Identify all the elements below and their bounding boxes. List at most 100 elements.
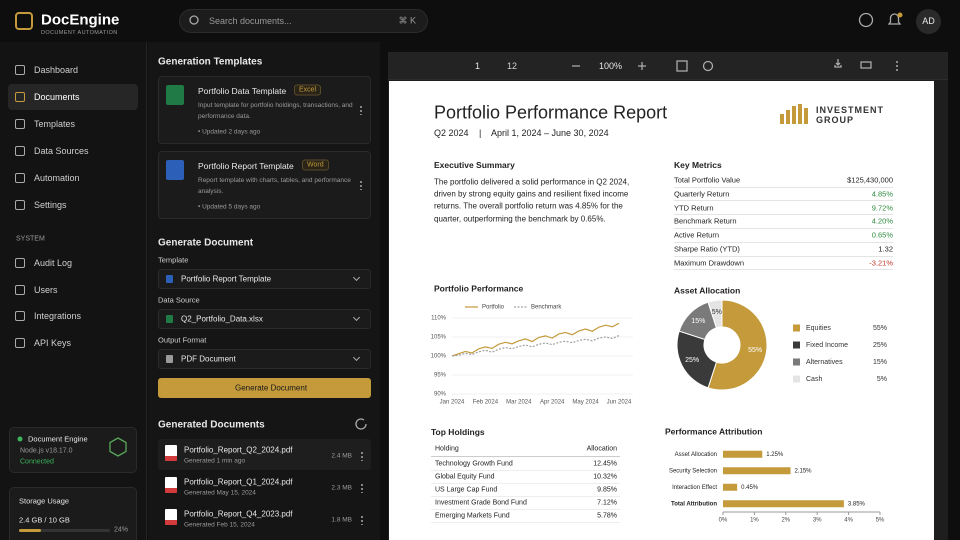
metric-label: Quarterly Return (674, 189, 730, 199)
metric-value: 4.20% (871, 216, 893, 226)
nav-item[interactable]: Data Sources (34, 146, 89, 156)
report-title: Portfolio Performance Report (434, 102, 668, 123)
divider (674, 255, 893, 257)
slice-label: 25% (685, 357, 699, 364)
holding-name: US Large Cap Fund (435, 486, 498, 494)
report-logo-mark (780, 104, 808, 124)
nav-item[interactable]: Users (34, 284, 58, 295)
divider (431, 482, 620, 484)
nav-item[interactable]: Audit Log (34, 258, 73, 268)
select[interactable] (158, 349, 371, 369)
help-icon[interactable] (858, 12, 874, 28)
pie-slice (676, 330, 718, 389)
print-icon[interactable] (860, 61, 872, 69)
pdf-icon[interactable] (165, 445, 177, 461)
field-label: Template (158, 255, 189, 265)
nav-icon (15, 119, 25, 129)
x-tick-label: 1% (750, 518, 759, 524)
template-card[interactable] (158, 151, 371, 219)
status-dot (17, 436, 23, 442)
metric-label: Maximum Drawdown (674, 258, 745, 268)
x-tick-label: 5% (876, 518, 885, 524)
more-icons[interactable] (896, 61, 898, 71)
app-logo (15, 12, 33, 30)
doc-name[interactable]: Portfolio_Report_Q4_2023.pdf (184, 509, 293, 519)
nav-item[interactable]: Documents (34, 92, 80, 102)
metric-value: 0.65% (871, 230, 893, 240)
nav-icon (15, 200, 25, 210)
nav-item[interactable]: Dashboard (34, 65, 79, 75)
legend-swatch (793, 341, 800, 349)
legend-value: 25% (873, 342, 887, 349)
pdf-icon[interactable] (165, 509, 177, 525)
generate-button[interactable] (158, 378, 371, 398)
doc-name[interactable]: Portfolio_Report_Q1_2024.pdf (184, 477, 293, 487)
rotate-icon[interactable] (702, 60, 714, 72)
holding-value: 9.85% (597, 486, 617, 494)
brand-subtitle: DOCUMENT AUTOMATION (41, 30, 118, 36)
holding-name: Global Equity Fund (435, 473, 495, 481)
metric-value: 4.85% (871, 189, 893, 199)
nav-item[interactable]: API Keys (34, 338, 72, 349)
pie-slice (707, 299, 723, 329)
legend-swatch (793, 324, 800, 332)
bar (723, 500, 844, 508)
file-icon (166, 160, 184, 180)
nav-icon (15, 65, 25, 75)
select[interactable] (158, 309, 371, 329)
category-label: Interaction Effect (672, 485, 717, 491)
category-label: Asset Allocation (675, 452, 717, 458)
metric-label: Active Return (674, 230, 720, 240)
nav-item[interactable]: Templates (34, 119, 76, 129)
slice-label: 15% (691, 318, 705, 325)
report-page (389, 81, 934, 540)
kebab[interactable] (360, 105, 362, 115)
template-description: Input template for portfolio holdings, t… (198, 102, 353, 120)
metric-label: Total Portfolio Value (674, 175, 741, 185)
divider (431, 508, 620, 510)
select[interactable] (158, 269, 371, 289)
download-icon[interactable] (834, 59, 842, 68)
doc-size: 1.8 MB (331, 516, 352, 524)
kebab[interactable] (361, 451, 363, 461)
table-header: Holding (435, 445, 459, 453)
fit-icon[interactable] (676, 60, 688, 72)
heading: Top Holdings (431, 427, 485, 437)
section-title: Generated Documents (158, 419, 265, 431)
bell-icon[interactable] (887, 13, 902, 25)
search-box[interactable] (179, 9, 428, 33)
kebab[interactable] (360, 180, 362, 190)
search-shortcut: ⌘ K (398, 15, 416, 26)
chart-title: Performance Attribution (665, 426, 762, 436)
series-line (451, 322, 620, 357)
doc-name[interactable]: Portfolio_Report_Q2_2024.pdf (184, 445, 293, 455)
nav-item[interactable]: Integrations (34, 311, 82, 322)
pdf-icon[interactable] (165, 477, 177, 493)
kebab[interactable] (361, 515, 363, 525)
divider (431, 456, 620, 457)
storage-percent: 24% (113, 526, 128, 534)
nav-item[interactable]: Settings (34, 200, 67, 210)
kebab[interactable] (361, 483, 363, 493)
storage-title: Storage Usage (19, 496, 70, 506)
button-label[interactable]: Generate Document (235, 383, 308, 393)
bar (723, 450, 763, 458)
section-title: Generation Templates (158, 56, 263, 68)
field-label: Data Source (158, 295, 200, 305)
nav-active (8, 84, 138, 110)
template-name: Portfolio Report Template (198, 161, 294, 171)
file-icon (166, 85, 184, 105)
table-header: Allocation (586, 445, 617, 453)
report-period: Q2 2024 (434, 128, 469, 138)
avatar[interactable] (916, 9, 941, 34)
nav-icon (15, 311, 25, 322)
notification-dot (897, 12, 903, 18)
legend-value: 55% (873, 325, 887, 332)
metric-value: $125,430,000 (847, 175, 893, 185)
field-value: Portfolio Report Template (181, 274, 272, 284)
template-card[interactable] (158, 76, 371, 144)
refresh-icon[interactable] (355, 182, 367, 430)
nav-item[interactable]: Automation (34, 173, 80, 183)
zoom-icons[interactable] (572, 62, 646, 70)
